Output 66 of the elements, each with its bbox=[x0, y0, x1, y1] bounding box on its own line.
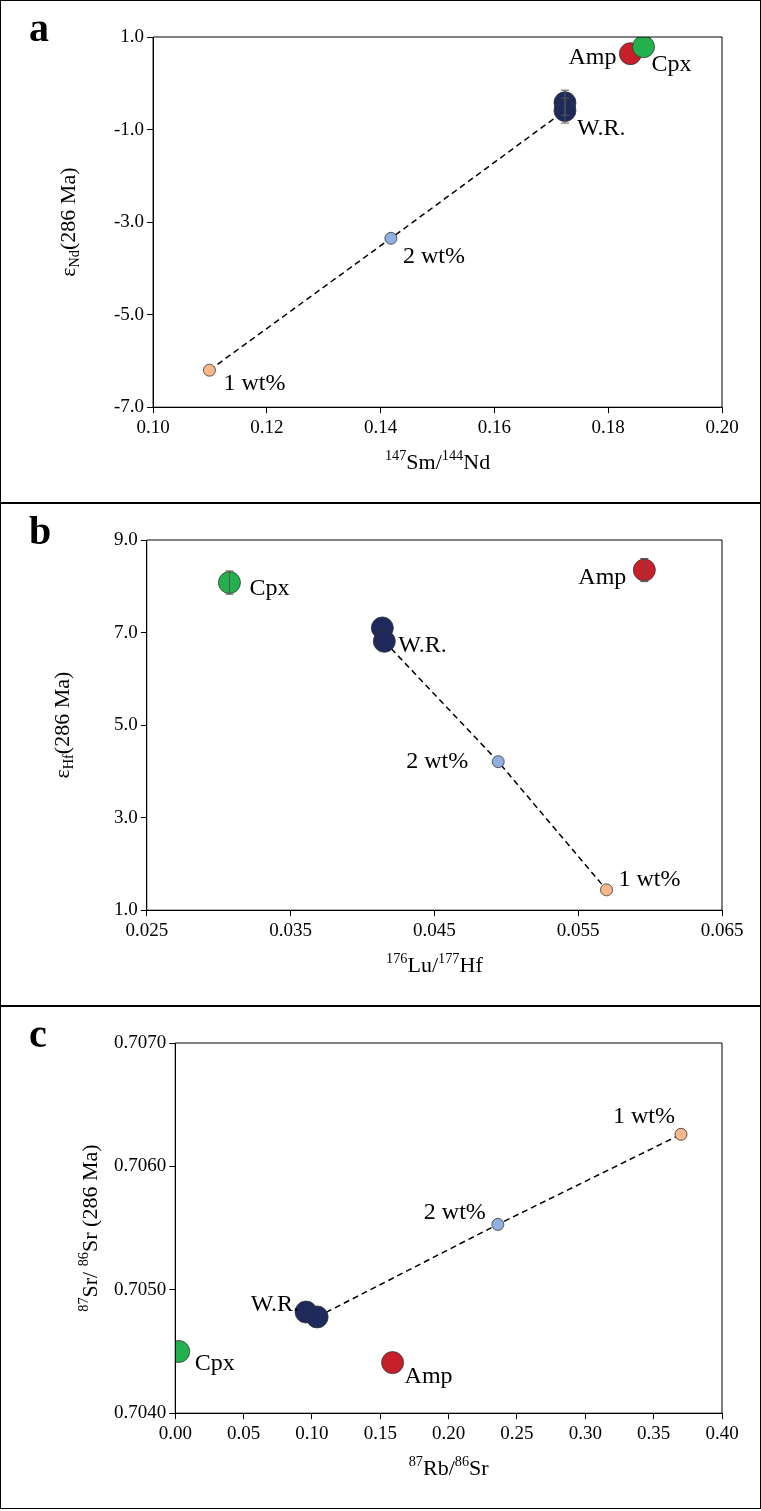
series-label: W.R. bbox=[250, 1290, 300, 1317]
y-tick-label: -1.0 bbox=[114, 117, 145, 139]
x-tick-label: 0.00 bbox=[158, 1421, 192, 1443]
x-tick-label: 0.30 bbox=[568, 1421, 602, 1443]
x-tick-label: 0.15 bbox=[363, 1421, 397, 1443]
series-label: W.R. bbox=[398, 630, 447, 657]
series-label: 1 wt% bbox=[223, 369, 286, 396]
y-tick-label: 1.0 bbox=[120, 24, 145, 46]
series-label: 1 wt% bbox=[618, 865, 681, 892]
y-tick-label: 0.7050 bbox=[114, 1277, 167, 1299]
x-tick-label: 0.065 bbox=[700, 918, 744, 940]
y-axis-title: 87Sr/ 86Sr (286 Ma) bbox=[75, 1144, 103, 1312]
series-label: W.R. bbox=[576, 113, 626, 140]
x-tick-label: 0.25 bbox=[500, 1421, 534, 1443]
x-tick-label: 0.18 bbox=[591, 415, 625, 437]
y-tick-label: -7.0 bbox=[114, 395, 145, 417]
series-label: Cpx bbox=[194, 1348, 235, 1375]
chart-title: c bbox=[29, 1011, 47, 1057]
y-tick-label: 7.0 bbox=[114, 620, 138, 642]
x-tick-label: 0.16 bbox=[477, 415, 512, 437]
x-tick-label: 0.05 bbox=[226, 1421, 261, 1443]
x-tick-label: 0.045 bbox=[413, 918, 456, 940]
series-label: Cpx bbox=[651, 50, 692, 77]
y-axis-title: εHf(286 Ma) bbox=[48, 671, 77, 779]
x-tick-label: 0.20 bbox=[432, 1421, 466, 1443]
series-label: 2 wt% bbox=[402, 241, 465, 268]
y-tick-label: 0.7040 bbox=[114, 1401, 167, 1423]
x-tick-label: 0.035 bbox=[269, 918, 312, 940]
y-tick-label: -5.0 bbox=[114, 302, 145, 324]
y-tick-label: 0.7070 bbox=[114, 1030, 167, 1052]
y-tick-label: 5.0 bbox=[114, 713, 138, 735]
x-tick-label: 0.025 bbox=[125, 918, 169, 940]
y-tick-label: 9.0 bbox=[114, 527, 138, 549]
y-tick-label: -3.0 bbox=[114, 210, 145, 232]
point bbox=[491, 1218, 505, 1231]
x-tick-label: 0.40 bbox=[705, 1421, 739, 1443]
series-label: 1 wt% bbox=[612, 1101, 675, 1128]
series-label: Cpx bbox=[249, 573, 290, 600]
point bbox=[491, 755, 505, 769]
x-tick-label: 0.10 bbox=[136, 415, 170, 437]
y-axis-title: εNd(286 Ma) bbox=[55, 167, 83, 277]
point bbox=[600, 883, 613, 897]
point bbox=[381, 1351, 404, 1375]
x-tick-label: 0.12 bbox=[250, 415, 284, 437]
y-tick-label: 3.0 bbox=[114, 805, 138, 827]
y-tick-label: 0.7060 bbox=[114, 1154, 167, 1176]
x-tick-label: 0.10 bbox=[295, 1421, 329, 1443]
chart-title: a bbox=[29, 5, 49, 51]
point bbox=[305, 1305, 329, 1329]
point bbox=[203, 363, 216, 377]
series-label: Amp bbox=[404, 1361, 453, 1388]
x-tick-label: 0.055 bbox=[556, 918, 600, 940]
y-tick-label: 1.0 bbox=[114, 898, 138, 920]
x-tick-label: 0.14 bbox=[364, 415, 398, 437]
point bbox=[218, 571, 241, 594]
point bbox=[384, 231, 398, 245]
series-label: 2 wt% bbox=[406, 746, 469, 773]
chart-title: b bbox=[29, 508, 52, 554]
series-label: 2 wt% bbox=[423, 1197, 486, 1224]
x-tick-label: 0.20 bbox=[705, 415, 739, 437]
point bbox=[674, 1127, 688, 1141]
point bbox=[372, 629, 396, 653]
series-label: Amp bbox=[568, 42, 617, 69]
x-tick-label: 0.35 bbox=[637, 1421, 671, 1443]
point bbox=[632, 558, 656, 582]
series-label: Amp bbox=[578, 563, 627, 590]
